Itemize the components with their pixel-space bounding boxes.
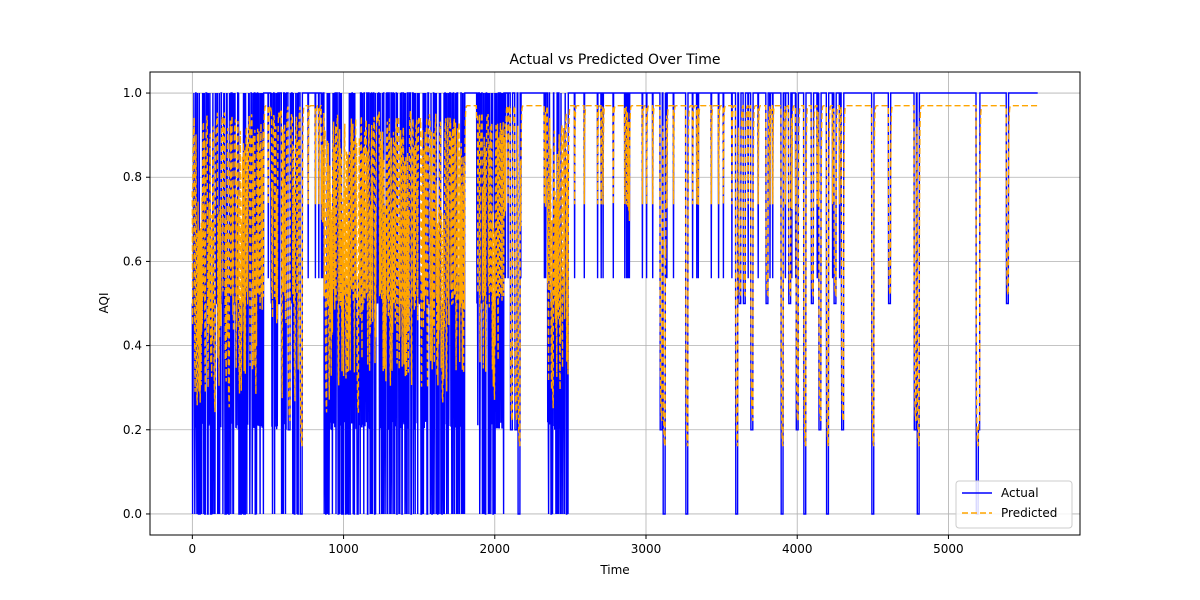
plot-area: [191, 92, 1038, 515]
legend: Actual Predicted: [955, 480, 1073, 529]
axes-frame: [149, 71, 1081, 536]
y-tick-label: 0.2: [123, 423, 142, 437]
y-axis-label: AQI: [97, 293, 111, 314]
y-tick-label: 1.0: [123, 86, 142, 100]
y-tick-label: 0.4: [123, 339, 142, 353]
x-tick-label: 2000: [480, 542, 511, 556]
x-tick-label: 3000: [631, 542, 662, 556]
y-tick-label: 0.8: [123, 170, 142, 184]
x-tick-label: 0: [189, 542, 197, 556]
y-tick-label: 0.0: [123, 507, 142, 521]
series-line-predicted: [191, 104, 1038, 447]
x-axis-label: Time: [599, 563, 629, 577]
y-tick-label: 0.6: [123, 254, 142, 268]
ticks: 0 1000 2000 3000 4000 5000 0.0 0.2 0.4 0.6 0.8 1.0: [123, 86, 964, 556]
x-tick-label: 4000: [782, 542, 813, 556]
legend-actual-label: Actual: [1001, 486, 1039, 500]
x-tick-label: 1000: [328, 542, 359, 556]
legend-predicted-label: Predicted: [1001, 506, 1057, 520]
chart-title: Actual vs Predicted Over Time: [510, 52, 721, 68]
x-tick-label: 5000: [933, 542, 964, 556]
